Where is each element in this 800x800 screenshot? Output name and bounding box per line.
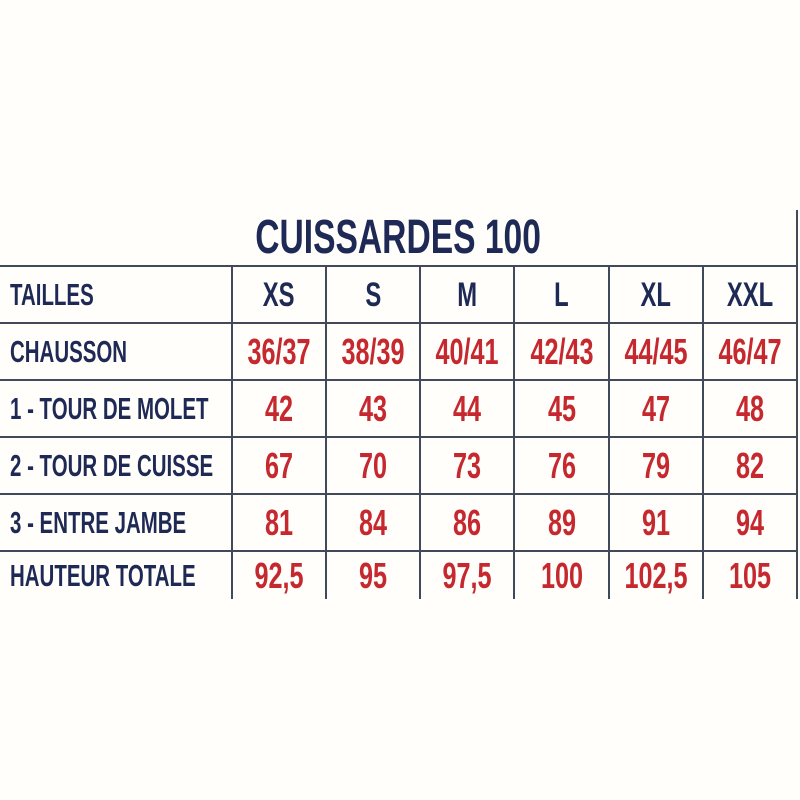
value-cell: 73 xyxy=(421,438,516,493)
value-cell: 105 xyxy=(704,552,798,599)
table-header-row: TAILLES XS S M L XL XXL xyxy=(0,267,798,324)
value-cell: 91 xyxy=(610,495,704,550)
cell-value: 48 xyxy=(735,387,764,429)
row-label-cell: 1 - TOUR DE MOLET xyxy=(0,381,233,436)
row-label-cell: HAUTEUR TOTALE xyxy=(0,552,233,599)
table-row-chausson: CHAUSSON 36/37 38/39 40/41 42/43 44/45 4… xyxy=(0,324,798,381)
row-label-cell: CHAUSSON xyxy=(0,324,233,379)
value-cell: 42/43 xyxy=(515,324,610,379)
row-label: HAUTEUR TOTALE xyxy=(10,558,196,593)
cell-value: 44 xyxy=(453,387,482,429)
row-label: 2 - TOUR DE CUISSE xyxy=(10,448,214,483)
header-cell-l: L xyxy=(515,267,610,322)
value-cell: 76 xyxy=(515,438,610,493)
value-cell: 86 xyxy=(421,495,516,550)
value-cell: 79 xyxy=(610,438,704,493)
cell-value: 70 xyxy=(359,444,388,486)
value-cell: 100 xyxy=(515,552,610,599)
cell-value: 44/45 xyxy=(624,330,688,372)
value-cell: 94 xyxy=(704,495,798,550)
cell-value: 40/41 xyxy=(435,330,499,372)
cell-value: 45 xyxy=(547,387,576,429)
cell-value: 100 xyxy=(540,554,583,596)
value-cell: 82 xyxy=(704,438,798,493)
header-cell-xl: XL xyxy=(610,267,704,322)
cell-value: 67 xyxy=(265,444,294,486)
cell-value: 43 xyxy=(359,387,388,429)
value-cell: 48 xyxy=(704,381,798,436)
header-cell-tailles: TAILLES xyxy=(0,267,233,322)
header-cell-xs: XS xyxy=(233,267,328,322)
table-row-hauteur-totale: HAUTEUR TOTALE 92,5 95 97,5 100 102,5 10… xyxy=(0,552,798,599)
value-cell: 40/41 xyxy=(421,324,516,379)
cell-value: 42/43 xyxy=(530,330,594,372)
cell-value: 79 xyxy=(641,444,670,486)
row-label: 1 - TOUR DE MOLET xyxy=(10,391,209,426)
cell-value: 89 xyxy=(547,501,576,543)
header-label-tailles: TAILLES xyxy=(10,277,94,312)
value-cell: 89 xyxy=(515,495,610,550)
value-cell: 67 xyxy=(233,438,328,493)
table-title-row: CUISSARDES 100 xyxy=(0,210,798,267)
header-cell-s: S xyxy=(327,267,422,322)
cell-value: 97,5 xyxy=(442,554,492,596)
row-label: CHAUSSON xyxy=(10,334,128,369)
header-label-xxl: XXL xyxy=(726,275,774,314)
value-cell: 44 xyxy=(421,381,516,436)
cell-value: 81 xyxy=(265,501,294,543)
cell-value: 86 xyxy=(453,501,482,543)
value-cell: 95 xyxy=(327,552,422,599)
value-cell: 38/39 xyxy=(327,324,422,379)
cell-value: 42 xyxy=(265,387,294,429)
header-cell-xxl: XXL xyxy=(704,267,798,322)
value-cell: 81 xyxy=(233,495,328,550)
table-row-entre-jambe: 3 - ENTRE JAMBE 81 84 86 89 91 94 xyxy=(0,495,798,552)
value-cell: 46/47 xyxy=(704,324,798,379)
header-label-l: L xyxy=(554,275,569,314)
cell-value: 46/47 xyxy=(718,330,782,372)
table-row-tour-de-cuisse: 2 - TOUR DE CUISSE 67 70 73 76 79 82 xyxy=(0,438,798,495)
cell-value: 36/37 xyxy=(247,330,311,372)
value-cell: 44/45 xyxy=(610,324,704,379)
cell-value: 38/39 xyxy=(341,330,405,372)
table-row-tour-de-molet: 1 - TOUR DE MOLET 42 43 44 45 47 48 xyxy=(0,381,798,438)
cell-value: 73 xyxy=(453,444,482,486)
row-label-cell: 3 - ENTRE JAMBE xyxy=(0,495,233,550)
cell-value: 105 xyxy=(728,554,771,596)
value-cell: 70 xyxy=(327,438,422,493)
row-label-cell: 2 - TOUR DE CUISSE xyxy=(0,438,233,493)
header-label-m: M xyxy=(457,275,478,314)
header-cell-m: M xyxy=(421,267,516,322)
value-cell: 102,5 xyxy=(610,552,704,599)
cell-value: 95 xyxy=(359,554,388,596)
cell-value: 91 xyxy=(641,501,670,543)
value-cell: 36/37 xyxy=(233,324,328,379)
header-label-xs: XS xyxy=(263,275,295,314)
table-title: CUISSARDES 100 xyxy=(255,210,541,264)
value-cell: 92,5 xyxy=(233,552,328,599)
cell-value: 94 xyxy=(735,501,764,543)
header-label-s: S xyxy=(365,275,382,314)
value-cell: 47 xyxy=(610,381,704,436)
value-cell: 84 xyxy=(327,495,422,550)
value-cell: 45 xyxy=(515,381,610,436)
value-cell: 42 xyxy=(233,381,328,436)
header-label-xl: XL xyxy=(640,275,671,314)
value-cell: 97,5 xyxy=(421,552,516,599)
cell-value: 82 xyxy=(735,444,764,486)
cell-value: 102,5 xyxy=(624,554,688,596)
cell-value: 84 xyxy=(359,501,388,543)
row-label: 3 - ENTRE JAMBE xyxy=(10,505,187,540)
cell-value: 76 xyxy=(547,444,576,486)
value-cell: 43 xyxy=(327,381,422,436)
cell-value: 92,5 xyxy=(254,554,304,596)
size-table: CUISSARDES 100 TAILLES XS S M L XL XXL xyxy=(0,210,798,599)
cell-value: 47 xyxy=(641,387,670,429)
